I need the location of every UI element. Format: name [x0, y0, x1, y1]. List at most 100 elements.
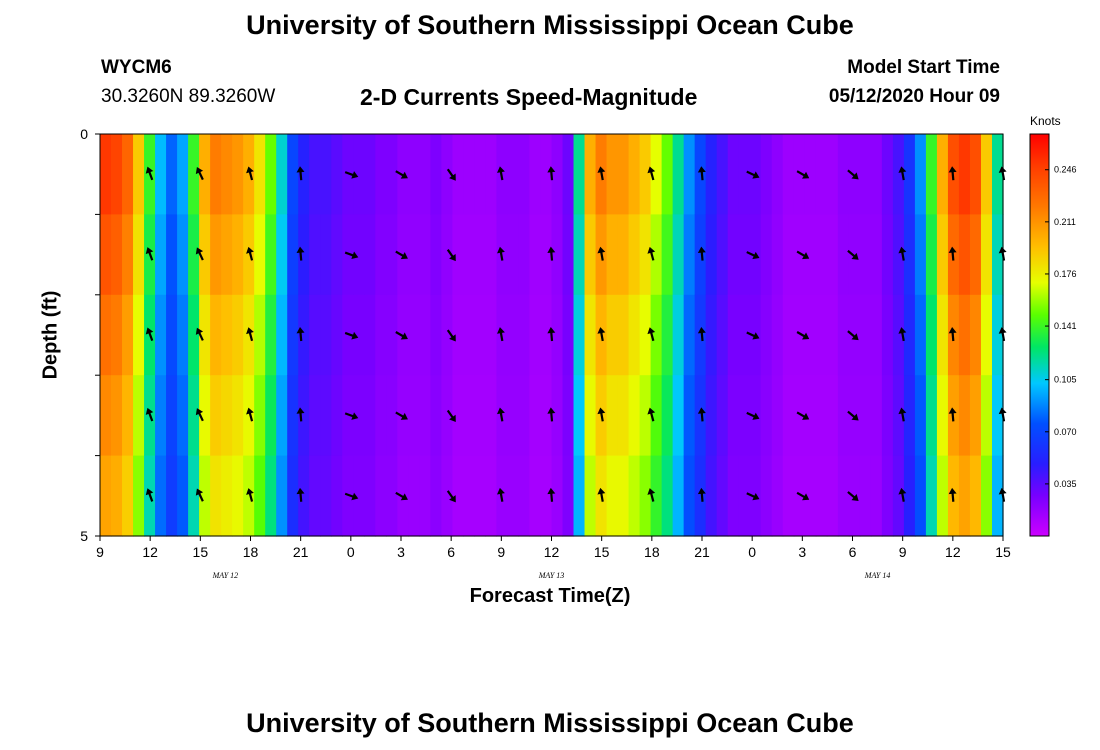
arrow-head — [851, 172, 859, 180]
arrow-head — [948, 407, 957, 414]
arrow-head — [547, 246, 556, 253]
heatmap-cell — [265, 294, 277, 376]
current-arrow — [898, 487, 907, 502]
heatmap-cell — [320, 375, 332, 457]
y-tick-label: 0 — [80, 126, 88, 142]
current-arrow — [796, 491, 810, 501]
arrow-head — [851, 333, 859, 341]
current-arrow — [898, 327, 907, 342]
heatmap-cell — [936, 214, 949, 296]
arrow-head — [752, 412, 760, 420]
heatmap-cell — [870, 455, 883, 537]
heatmap-cell — [815, 294, 828, 376]
heatmap-cell — [375, 294, 387, 376]
current-arrow — [697, 327, 706, 342]
heatmap-cell — [903, 214, 916, 296]
current-arrow — [395, 170, 408, 179]
arrow-head — [851, 494, 859, 501]
heatmap-cell — [881, 294, 894, 376]
heatmap-cell — [584, 134, 597, 215]
heatmap-cell — [584, 375, 597, 457]
heatmap-cell — [694, 214, 707, 296]
arrow-head — [647, 327, 656, 335]
heatmap-cell — [958, 214, 971, 296]
heatmap-cell — [837, 214, 850, 296]
heatmap-cell — [705, 375, 718, 457]
heatmap-cell — [936, 134, 949, 215]
heatmap-cell — [628, 134, 641, 215]
heatmap-cell — [474, 134, 487, 215]
heatmap-cell — [419, 134, 431, 215]
arrow-head — [802, 252, 810, 260]
current-arrow — [796, 250, 810, 260]
heatmap-cell — [485, 214, 498, 296]
heatmap-cell — [903, 134, 916, 215]
heatmap-cell — [309, 455, 321, 537]
heatmap-cell — [562, 134, 575, 215]
heatmap-cell — [254, 294, 266, 376]
heatmap-cell — [991, 375, 1004, 457]
arrow-head — [145, 327, 154, 335]
heatmap-cell — [650, 294, 663, 376]
heatmap-cell — [804, 134, 817, 215]
heatmap-cell — [133, 214, 145, 296]
heatmap-cell — [463, 294, 476, 376]
heatmap-cell — [199, 214, 211, 296]
heatmap-cell — [122, 375, 134, 457]
heatmap-cell — [298, 294, 310, 376]
heatmap-cell — [672, 134, 685, 215]
arrow-head — [547, 487, 556, 495]
arrow-head — [296, 166, 305, 173]
heatmap-cell — [529, 375, 542, 457]
heatmap-cell — [914, 134, 927, 215]
colorbar-tick-label: 0.176 — [1054, 269, 1077, 279]
x-axis-label: Forecast Time(Z) — [469, 585, 631, 607]
current-arrow — [497, 327, 505, 342]
heatmap-cell — [771, 455, 784, 537]
date-label: MAY 14 — [864, 571, 891, 580]
heatmap-cell — [771, 294, 784, 376]
heatmap-cell — [584, 294, 597, 376]
heatmap-cell — [188, 294, 200, 376]
heatmap-cell — [892, 375, 905, 457]
heatmap-cell — [364, 455, 376, 537]
heatmap-cell — [210, 455, 222, 537]
heatmap-cell — [639, 455, 652, 537]
heatmap-cell — [375, 455, 387, 537]
heatmap-cell — [628, 375, 641, 457]
heatmap-cell — [232, 375, 244, 457]
heatmap-cell — [639, 214, 652, 296]
current-arrow — [746, 170, 760, 179]
heatmap-cell — [540, 375, 553, 457]
heatmap-cell — [617, 375, 630, 457]
heatmap-cell — [837, 134, 850, 215]
current-arrow — [697, 166, 706, 181]
arrow-head — [351, 171, 359, 179]
heatmap-cell — [881, 375, 894, 457]
heatmap-cell — [485, 294, 498, 376]
current-arrow — [547, 166, 556, 181]
arrow-head — [449, 253, 456, 262]
x-tick-label: 18 — [243, 544, 259, 560]
heatmap-cell — [661, 134, 674, 215]
heatmap-cell — [881, 455, 894, 537]
colorbar-tick-label: 0.246 — [1054, 165, 1077, 175]
arrow-head — [497, 166, 505, 173]
heatmap-cell — [430, 455, 442, 537]
x-tick-label: 6 — [447, 544, 455, 560]
heatmap-cell — [100, 134, 112, 215]
current-arrow — [948, 246, 957, 261]
heatmap-cell — [265, 134, 277, 215]
heatmap-cell — [221, 214, 233, 296]
heatmap-cell — [133, 455, 145, 537]
heatmap-cell — [408, 375, 420, 457]
heatmap-cell — [727, 294, 740, 376]
colorbar-tick-label: 0.211 — [1054, 217, 1076, 227]
heatmap-cell — [298, 214, 310, 296]
current-arrow — [145, 166, 154, 181]
heatmap-cell — [661, 455, 674, 537]
current-arrow — [898, 166, 907, 181]
current-arrow — [948, 327, 957, 342]
arrow-head — [351, 492, 359, 501]
heatmap-cell — [683, 134, 696, 215]
